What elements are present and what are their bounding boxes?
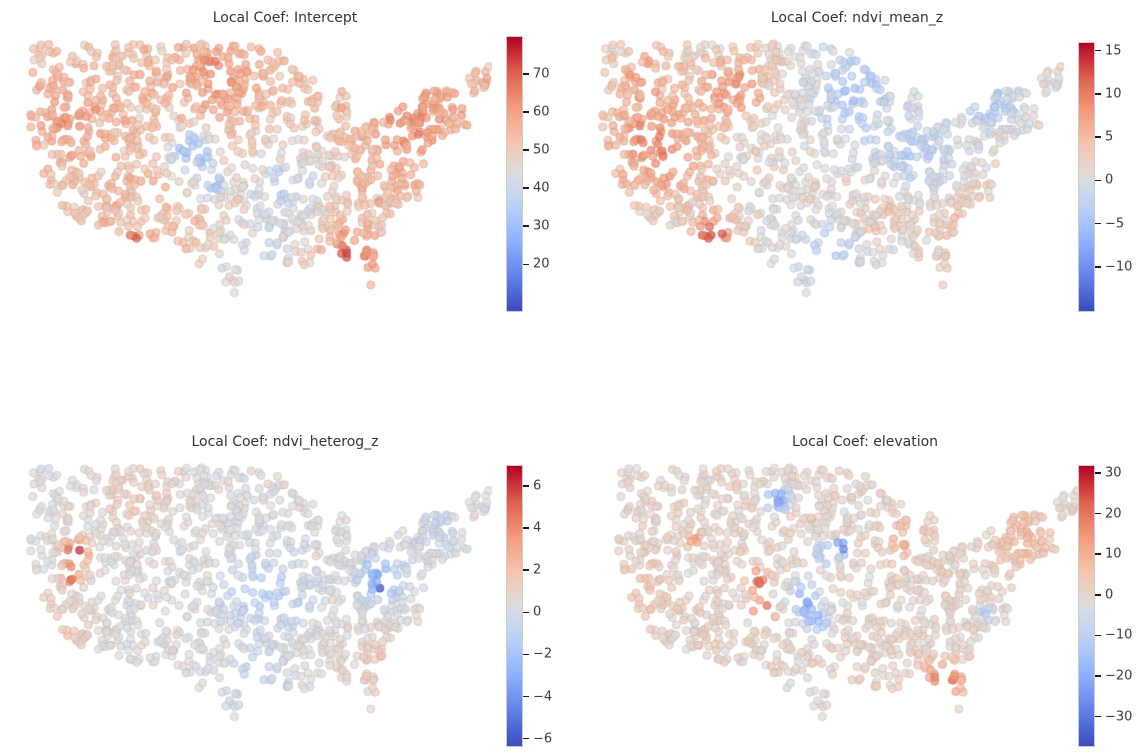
colorbar-tick-mark [523, 569, 529, 572]
scatter-map-canvas-intercept [22, 38, 492, 323]
colorbar-elevation [1078, 465, 1095, 747]
colorbar-tick-label: 0 [533, 604, 542, 620]
colorbar-tick-label: −30 [1105, 709, 1133, 725]
scatter-map-canvas-ndvi-heterog-z [22, 462, 492, 747]
colorbar-ndvi-heterog-z [506, 465, 523, 747]
panel-title-intercept: Local Coef: Intercept [212, 10, 358, 26]
colorbar-tick-mark [523, 611, 529, 614]
colorbar-tick-mark [1095, 93, 1101, 95]
colorbar-tick-mark [523, 737, 529, 740]
colorbar-tick-label: 15 [1105, 43, 1122, 59]
colorbar-tick-mark [523, 187, 529, 190]
scatter-map-canvas-elevation [610, 462, 1080, 747]
scatter-map-canvas-ndvi-mean-z [594, 38, 1064, 323]
colorbar-tick-mark [1095, 265, 1101, 268]
colorbar-tick-mark [523, 485, 529, 487]
colorbar-tick-label: 5 [1105, 129, 1114, 145]
colorbar-tick-label: 2 [533, 562, 542, 578]
panel-title-elevation: Local Coef: elevation [791, 434, 939, 450]
colorbar-tick-label: 20 [533, 256, 550, 272]
colorbar-tick-mark [1095, 49, 1101, 52]
colorbar-tick-mark [523, 695, 529, 698]
colorbar-tick-mark [1095, 594, 1101, 596]
colorbar-tick-mark [523, 111, 529, 113]
colorbar-tick-label: −4 [533, 689, 553, 705]
colorbar-tick-label: 50 [533, 142, 550, 158]
colorbar-tick-label: 6 [533, 478, 542, 494]
colorbar-tick-mark [523, 225, 529, 228]
colorbar-tick-label: 0 [1105, 172, 1114, 188]
colorbar-tick-mark [1095, 512, 1101, 515]
colorbar-tick-mark [523, 73, 529, 75]
colorbar-tick-label: −2 [533, 646, 553, 662]
colorbar-tick-mark [1095, 634, 1101, 637]
colorbar-tick-mark [1095, 136, 1101, 138]
colorbar-tick-label: 30 [1105, 465, 1122, 481]
colorbar-intercept [506, 36, 523, 312]
colorbar-tick-label: 10 [1105, 546, 1122, 562]
colorbar-tick-mark [523, 653, 529, 656]
panel-title-ndvi-heterog-z: Local Coef: ndvi_heterog_z [191, 434, 379, 450]
colorbar-tick-mark [1095, 472, 1101, 474]
colorbar-tick-label: 4 [533, 520, 542, 536]
colorbar-tick-label: 30 [533, 218, 550, 234]
colorbar-tick-mark [523, 149, 529, 151]
colorbar-tick-label: 40 [533, 180, 550, 196]
colorbar-tick-label: −10 [1105, 259, 1133, 275]
colorbar-tick-mark [1095, 715, 1101, 718]
colorbar-tick-label: −5 [1105, 216, 1125, 232]
colorbar-tick-mark [523, 263, 529, 266]
colorbar-tick-label: −6 [533, 731, 553, 747]
colorbar-tick-label: 0 [1105, 587, 1114, 603]
colorbar-tick-label: −10 [1105, 627, 1133, 643]
colorbar-tick-label: 70 [533, 66, 550, 82]
colorbar-tick-label: 20 [1105, 506, 1122, 522]
colorbar-tick-mark [1095, 553, 1101, 556]
colorbar-tick-mark [1095, 675, 1101, 677]
colorbar-tick-mark [523, 527, 529, 529]
colorbar-tick-label: −20 [1105, 668, 1133, 684]
colorbar-tick-mark [1095, 222, 1101, 225]
colorbar-tick-label: 60 [533, 104, 550, 120]
panel-title-ndvi-mean-z: Local Coef: ndvi_mean_z [770, 10, 944, 26]
colorbar-ndvi-mean-z [1078, 42, 1095, 312]
colorbar-tick-label: 10 [1105, 86, 1122, 102]
colorbar-tick-mark [1095, 179, 1101, 182]
